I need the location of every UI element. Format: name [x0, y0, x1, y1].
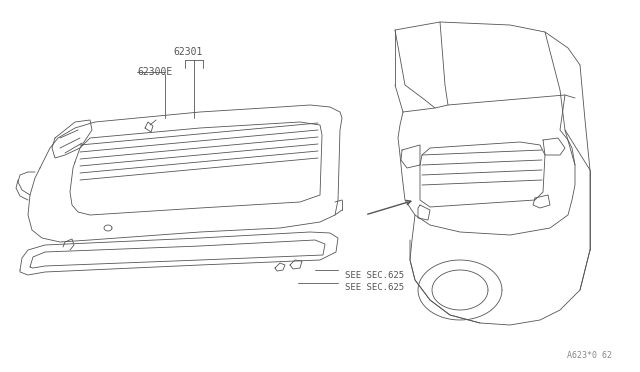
Text: A623*0 62: A623*0 62	[567, 350, 612, 359]
Text: 62301: 62301	[173, 47, 202, 57]
Text: SEE SEC.625: SEE SEC.625	[345, 270, 404, 279]
Text: SEE SEC.625: SEE SEC.625	[345, 283, 404, 292]
Text: 62300E: 62300E	[137, 67, 172, 77]
